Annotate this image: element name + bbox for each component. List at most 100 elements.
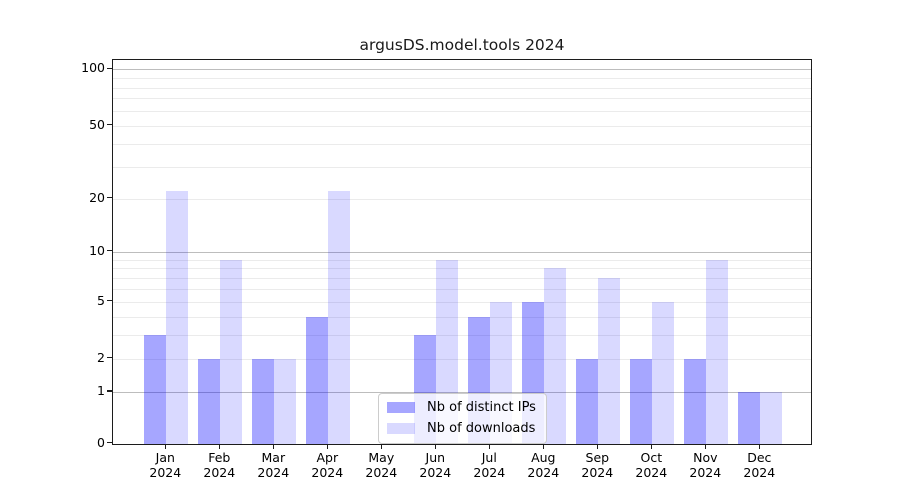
y-tick-mark <box>107 357 112 359</box>
y-tick-label: 10 <box>89 242 105 258</box>
x-tick-month: Apr <box>316 450 339 465</box>
gridline-major <box>113 391 811 393</box>
x-tick-mark <box>650 444 652 449</box>
x-tick-label: Oct 2024 <box>619 450 683 480</box>
x-tick-month: Mar <box>261 450 286 465</box>
gridline-minor <box>113 316 811 318</box>
x-tick-label: Jan 2024 <box>133 450 197 480</box>
x-tick-mark <box>542 444 544 449</box>
x-tick-mark <box>488 444 490 449</box>
gridline-minor <box>113 277 811 279</box>
x-tick-label: Jul 2024 <box>457 450 521 480</box>
x-tick-year: 2024 <box>311 464 344 480</box>
legend-entry-downloads: Nb of downloads <box>387 420 536 437</box>
bar-nb-of-downloads <box>598 277 621 444</box>
legend-swatch-downloads <box>387 423 415 434</box>
plot-area <box>112 59 812 445</box>
x-tick-label: Sep 2024 <box>565 450 629 480</box>
legend-label-distinct-ips: Nb of distinct IPs <box>427 400 536 415</box>
x-tick-mark <box>596 444 598 449</box>
legend-entry-distinct-ips: Nb of distinct IPs <box>387 399 536 416</box>
x-tick-year: 2024 <box>635 464 668 480</box>
gridline-minor <box>113 110 811 112</box>
x-tick-month: Nov <box>693 450 718 465</box>
y-tick-mark <box>107 390 112 392</box>
x-tick-label: May 2024 <box>349 450 413 480</box>
gridline-minor <box>113 334 811 336</box>
bar-nb-of-downloads <box>652 301 675 444</box>
y-tick-mark <box>107 442 112 444</box>
gridline-minor <box>113 166 811 168</box>
bar-nb-of-downloads <box>274 358 297 444</box>
gridline-minor <box>113 77 811 79</box>
x-tick-mark <box>218 444 220 449</box>
y-tick-mark <box>107 67 112 70</box>
x-tick-label: Feb 2024 <box>187 450 251 480</box>
gridline-major <box>113 69 811 71</box>
x-tick-month: Jun <box>425 450 446 465</box>
y-tick-label: 0 <box>97 434 105 450</box>
bar-nb-of-distinct-ips <box>144 334 167 444</box>
bar-nb-of-distinct-ips <box>306 316 329 444</box>
x-tick-year: 2024 <box>527 464 560 480</box>
x-tick-label: Mar 2024 <box>241 450 305 480</box>
x-tick-label: Nov 2024 <box>673 450 737 480</box>
legend-swatch-distinct-ips <box>387 402 415 413</box>
gridline-minor <box>113 259 811 261</box>
x-tick-year: 2024 <box>581 464 614 480</box>
x-tick-month: Jan <box>155 450 175 465</box>
legend-label-downloads: Nb of downloads <box>427 421 536 436</box>
x-tick-year: 2024 <box>149 464 182 480</box>
gridline-minor <box>113 288 811 290</box>
y-tick-label: 2 <box>97 349 105 365</box>
bar-nb-of-distinct-ips <box>198 358 221 444</box>
gridline-minor <box>113 125 811 127</box>
x-tick-year: 2024 <box>365 464 398 480</box>
y-tick-label: 100 <box>81 60 105 76</box>
bar-nb-of-downloads <box>544 268 567 444</box>
chart-title: argusDS.model.tools 2024 <box>359 36 565 54</box>
bar-nb-of-downloads <box>760 391 783 444</box>
y-tick-mark <box>107 300 112 302</box>
x-tick-year: 2024 <box>689 464 722 480</box>
x-tick-mark <box>272 444 274 449</box>
x-tick-mark <box>164 444 166 449</box>
bar-nb-of-distinct-ips <box>684 358 707 444</box>
x-tick-month: Feb <box>208 450 231 465</box>
x-tick-mark <box>380 444 382 449</box>
x-tick-month: Jul <box>481 450 497 465</box>
x-tick-month: Sep <box>585 450 610 465</box>
gridline-minor <box>113 87 811 89</box>
x-tick-mark <box>704 444 706 449</box>
x-tick-month: May <box>368 450 395 465</box>
x-tick-label: Apr 2024 <box>295 450 359 480</box>
x-tick-label: Dec 2024 <box>727 450 791 480</box>
bar-nb-of-downloads <box>328 191 351 444</box>
bar-nb-of-distinct-ips <box>252 358 275 444</box>
x-tick-label: Jun 2024 <box>403 450 467 480</box>
bar-nb-of-downloads <box>220 259 243 444</box>
legend: Nb of distinct IPs Nb of downloads <box>378 393 547 444</box>
gridline-minor <box>113 358 811 360</box>
x-tick-year: 2024 <box>743 464 776 480</box>
gridline-minor <box>113 268 811 270</box>
y-tick-mark <box>107 197 112 199</box>
x-tick-mark <box>434 444 436 449</box>
bar-nb-of-distinct-ips <box>630 358 653 444</box>
bar-nb-of-distinct-ips <box>576 358 599 444</box>
x-tick-mark <box>326 444 328 449</box>
y-tick-mark <box>107 250 112 252</box>
x-tick-year: 2024 <box>257 464 290 480</box>
x-tick-mark <box>758 444 760 449</box>
bar-nb-of-downloads <box>706 259 729 444</box>
y-tick-label: 5 <box>97 292 105 308</box>
bar-nb-of-downloads <box>166 191 189 444</box>
gridline-minor <box>113 198 811 200</box>
bar-nb-of-distinct-ips <box>738 391 761 444</box>
x-tick-label: Aug 2024 <box>511 450 575 480</box>
x-tick-month: Aug <box>531 450 556 465</box>
y-tick-mark <box>107 124 112 126</box>
x-tick-month: Dec <box>747 450 772 465</box>
x-tick-month: Oct <box>640 450 663 465</box>
